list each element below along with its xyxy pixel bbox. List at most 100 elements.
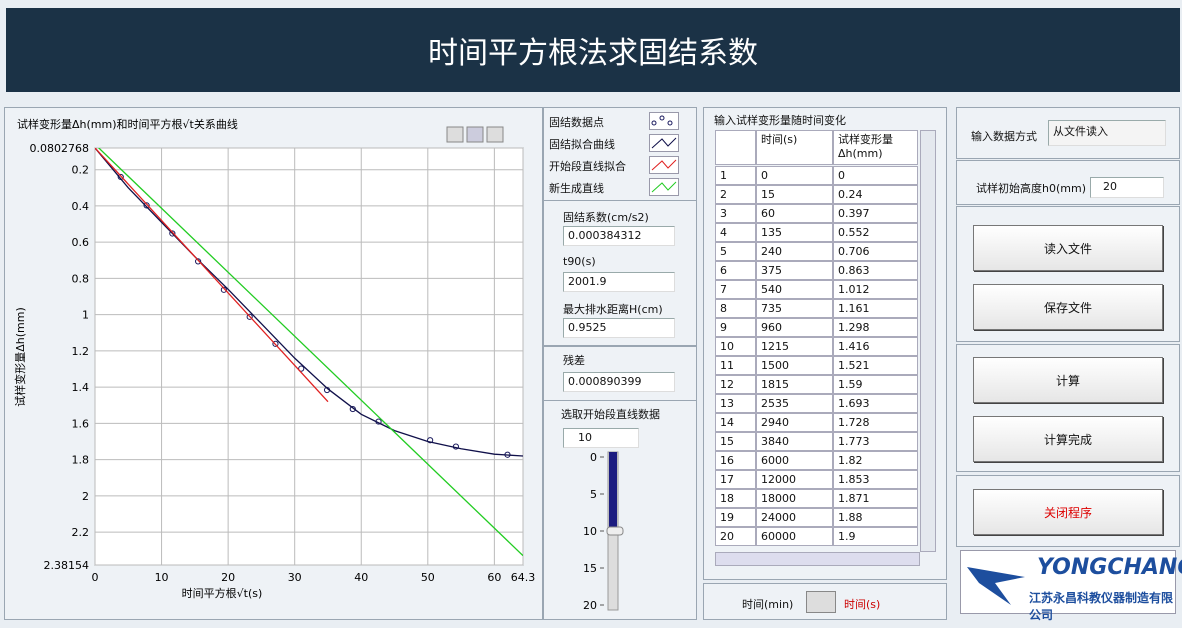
table-cell: 375 — [756, 261, 833, 280]
x-axis-label: 时间平方根√t(s) — [182, 586, 263, 600]
table-cell: 18 — [715, 489, 756, 508]
logo-brand: YONGCHANG — [1037, 555, 1182, 580]
results: 固结系数(cm/s2) 0.000384312 t90(s) 2001.9 最大排水距离… — [543, 200, 697, 346]
table-cell: 3 — [715, 204, 756, 223]
y-tick-label: 1 — [82, 309, 89, 322]
table-cell: 12000 — [756, 470, 833, 489]
legend-marker — [659, 115, 665, 121]
v-scrollbar[interactable] — [920, 130, 936, 552]
slider-thumb[interactable] — [606, 526, 624, 536]
method-label: 输入数据方式 — [971, 130, 1037, 143]
table-cell: 60000 — [756, 527, 833, 546]
table-cell: 17 — [715, 470, 756, 489]
h0-value[interactable]: 20 — [1090, 177, 1164, 198]
table-cell: 14 — [715, 413, 756, 432]
legend-marker — [667, 120, 673, 126]
logo: YONGCHANG 江苏永昌科教仪器制造有限公司 — [960, 550, 1182, 622]
chart: 试样变形量Δh(mm)和时间平方根√t关系曲线 时间平方根√t(s) 试样变形量… — [13, 117, 536, 600]
y-tick-label: 0.2 — [72, 164, 90, 177]
result-value: 0.9525 — [563, 318, 675, 338]
slider-fill — [609, 452, 617, 531]
table-cell: 240 — [756, 242, 833, 261]
table-cell: 1.773 — [833, 432, 918, 451]
button[interactable]: 读入文件 — [973, 225, 1163, 271]
button[interactable]: 保存文件 — [973, 284, 1163, 330]
switch-left: 时间(min) — [742, 598, 794, 611]
table-cell: 1815 — [756, 375, 833, 394]
x-tick-label: 0 — [92, 571, 99, 584]
legend-item: 固结数据点 — [549, 112, 689, 130]
table-cell: 3840 — [756, 432, 833, 451]
switch[interactable] — [806, 591, 836, 613]
table: 时间(s) 试样变形量Δh(mm) 1 0 0 2 15 0.24 3 60 0.397 4 135 0.… — [715, 130, 938, 550]
h-scrollbar[interactable] — [715, 552, 920, 566]
table-cell: 15 — [715, 432, 756, 451]
x-tick-label: 64.3 — [511, 571, 536, 584]
toolbar[interactable] — [446, 126, 504, 143]
table-cell: 7 — [715, 280, 756, 299]
button[interactable]: 关闭程序 — [973, 489, 1163, 535]
y-tick-label: 2 — [82, 490, 89, 503]
result-label: 最大排水距离H(cm) — [563, 303, 663, 316]
button[interactable]: 计算 — [973, 357, 1163, 403]
legend-line — [651, 181, 677, 193]
table-cell: 13 — [715, 394, 756, 413]
legend-icon — [649, 134, 679, 152]
result-label: 固结系数(cm/s2) — [563, 211, 649, 224]
method-select[interactable]: 从文件读入 — [1048, 120, 1166, 146]
table-cell: 1.521 — [833, 356, 918, 375]
logo-company: 江苏永昌科教仪器制造有限公司 — [1029, 591, 1174, 622]
table-cell: 0.24 — [833, 185, 918, 204]
table-cell: 8 — [715, 299, 756, 318]
header-title: 时间平方根法求固结系数 — [6, 8, 1180, 92]
series-line — [97, 148, 523, 557]
table-cell: 15 — [756, 185, 833, 204]
y-axis-label: 试样变形量Δh(mm) — [13, 307, 27, 407]
table-cell: 735 — [756, 299, 833, 318]
table-cell: 0 — [833, 166, 918, 185]
y-tick-label: 1.2 — [72, 345, 90, 358]
y-tick-label: 2.38154 — [44, 559, 90, 572]
table-cell: 0.397 — [833, 204, 918, 223]
table-cell: 4 — [715, 223, 756, 242]
table-cell: 0.552 — [833, 223, 918, 242]
table-header: 试样变形量Δh(mm) — [833, 130, 918, 165]
legend-label: 固结拟合曲线 — [549, 138, 615, 151]
table-title: 输入试样变形量随时间变化 — [714, 114, 846, 127]
data-point — [220, 286, 227, 293]
legend-line — [651, 159, 677, 171]
button[interactable]: 计算完成 — [973, 416, 1163, 462]
table-cell: 60 — [756, 204, 833, 223]
table-cell: 20 — [715, 527, 756, 546]
series-line — [95, 148, 329, 403]
table-cell: 540 — [756, 280, 833, 299]
series-line — [95, 148, 523, 457]
y-tick-label: 0.0802768 — [30, 142, 90, 155]
legend-label: 新生成直线 — [549, 182, 604, 195]
y-tick-label: 1.6 — [72, 417, 90, 430]
table-cell: 10 — [715, 337, 756, 356]
legend-label: 开始段直线拟合 — [549, 160, 626, 173]
table-cell: 12 — [715, 375, 756, 394]
legend-item: 开始段直线拟合 — [549, 156, 689, 174]
table-cell: 11 — [715, 356, 756, 375]
data-point — [195, 258, 202, 265]
start-fit-value[interactable]: 10 — [563, 428, 639, 448]
y-tick-label: 2.2 — [72, 526, 90, 539]
y-tick-label: 1.8 — [72, 454, 90, 467]
start-fit-label: 选取开始段直线数据 — [561, 408, 660, 421]
x-tick-label: 40 — [354, 571, 368, 584]
plot-series — [95, 148, 523, 557]
table-cell: 0.863 — [833, 261, 918, 280]
table-cell: 24000 — [756, 508, 833, 527]
legend-icon — [649, 156, 679, 174]
table-cell: 0 — [756, 166, 833, 185]
table-cell: 5 — [715, 242, 756, 261]
slider[interactable]: 0 5 10 15 20 — [580, 448, 640, 614]
table-cell: 960 — [756, 318, 833, 337]
slider-tick-label: 20 — [583, 599, 597, 612]
plot-area — [94, 147, 524, 566]
legend-line — [651, 137, 677, 149]
slider-tick-label: 0 — [590, 451, 597, 464]
y-tick-label: 0.6 — [72, 236, 90, 249]
